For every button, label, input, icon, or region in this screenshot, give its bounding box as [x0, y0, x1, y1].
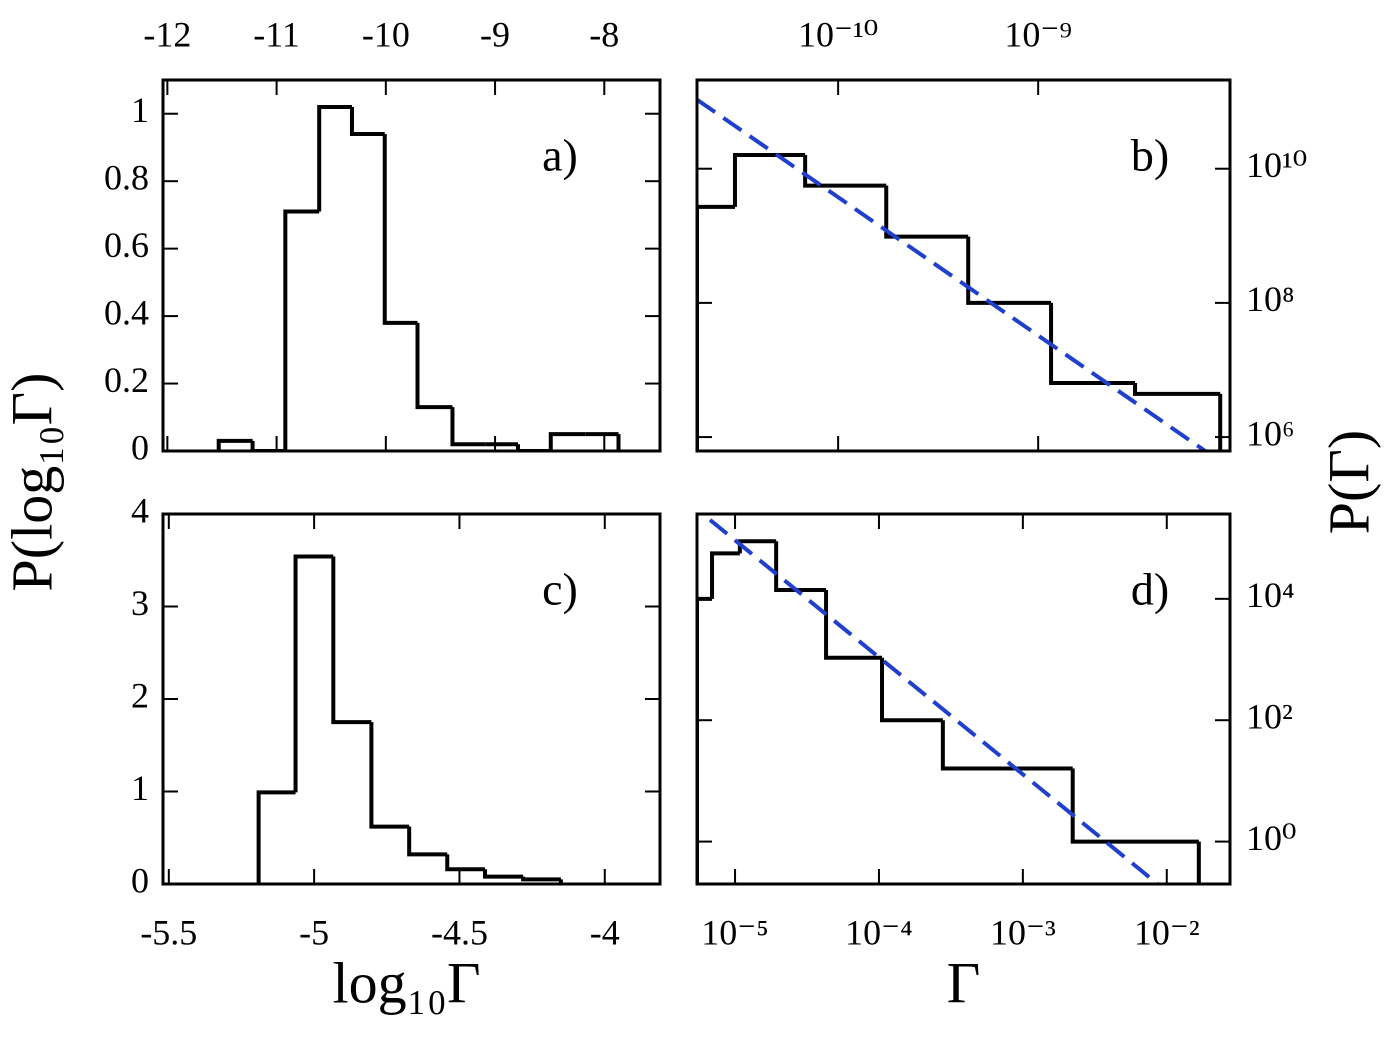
- y-tick-label: 0: [131, 860, 149, 900]
- fit-line: [697, 98, 1207, 451]
- histogram-bin: [1133, 382, 1221, 396]
- y-tick-label: 10¹⁰: [1246, 145, 1307, 185]
- histogram-bin: [445, 854, 486, 872]
- histogram-bin: [884, 185, 969, 239]
- histogram-bin: [697, 596, 713, 884]
- histogram-bin: [732, 153, 806, 207]
- histogram-bin: [516, 444, 551, 451]
- y-tick-label: 0.6: [104, 225, 149, 265]
- histogram-bin: [407, 826, 448, 857]
- x-tick-label: -8: [589, 14, 619, 54]
- histogram-bin: [521, 876, 561, 882]
- plot-frame: [161, 512, 662, 886]
- y-tick-label: 1: [131, 768, 149, 808]
- x-tick-label: 10⁻⁴: [845, 912, 913, 952]
- y-tick-label: 0.4: [104, 292, 149, 332]
- y-tick-label: 10⁴: [1246, 575, 1295, 615]
- histogram-bin: [880, 657, 943, 723]
- panel-label: a): [542, 130, 578, 181]
- x-tick-label: -9: [480, 14, 510, 54]
- y-tick-label: 2: [131, 675, 149, 715]
- y-tick-label: 0.2: [104, 360, 149, 400]
- histogram-bin: [824, 589, 883, 660]
- y-tick-label: 10⁸: [1246, 279, 1295, 319]
- x-tick-label: 10⁻³: [990, 912, 1056, 952]
- histogram-bin: [349, 106, 385, 136]
- histogram: [256, 554, 563, 884]
- y-tick-label: 1: [131, 90, 149, 130]
- histogram-bin: [1049, 302, 1136, 385]
- x-tick-label: -4.5: [431, 912, 488, 952]
- y-axis-label: P(log₁₀Γ): [0, 373, 64, 592]
- histogram-bin: [966, 236, 1052, 305]
- histogram-bin: [450, 407, 486, 447]
- histogram-bin: [548, 432, 586, 451]
- x-axis-label: log₁₀Γ: [332, 950, 480, 1015]
- plot-frame: [161, 78, 662, 453]
- histogram-bin: [331, 556, 372, 725]
- histogram: [697, 98, 1223, 451]
- y-tick-label: 4: [131, 490, 149, 530]
- histogram-bin: [415, 322, 453, 410]
- panel-label: d): [1131, 564, 1169, 615]
- x-tick-label: -11: [253, 14, 300, 54]
- x-tick-label: -10: [362, 14, 410, 54]
- histogram: [697, 518, 1201, 884]
- fit-line: [708, 518, 1159, 884]
- histogram-bin: [283, 209, 320, 451]
- y-tick-label: 3: [131, 583, 149, 623]
- histogram-bin: [940, 720, 1073, 771]
- histogram-bin: [803, 155, 887, 188]
- plot-frame: [695, 78, 1232, 453]
- histogram-bin: [710, 551, 740, 599]
- y-axis-label: P(Γ): [1316, 430, 1381, 534]
- histogram: [216, 104, 621, 451]
- y-tick-label: 10⁶: [1246, 413, 1295, 453]
- histogram-bin: [774, 541, 827, 592]
- plot-frame: [695, 512, 1232, 886]
- histogram-bin: [369, 722, 410, 829]
- y-tick-label: 0.8: [104, 157, 149, 197]
- y-tick-label: 10⁰: [1246, 818, 1296, 858]
- histogram-bin: [737, 539, 777, 554]
- panel-label: c): [542, 564, 578, 615]
- x-axis-label: Γ: [947, 950, 981, 1015]
- histogram-bin: [483, 869, 524, 879]
- histogram-bin: [256, 790, 296, 884]
- histogram-bin: [250, 440, 286, 451]
- x-tick-label: -5: [299, 912, 329, 952]
- histogram-bin: [1070, 768, 1199, 844]
- histogram-bin: [293, 554, 334, 793]
- histogram-bin: [216, 438, 253, 451]
- x-tick-label: 10⁻¹⁰: [798, 14, 878, 54]
- histogram-bin: [382, 133, 418, 325]
- x-tick-label: -12: [143, 14, 191, 54]
- histogram-bin: [317, 104, 352, 212]
- y-tick-label: 0: [131, 427, 149, 467]
- x-tick-label: -5.5: [140, 912, 197, 952]
- y-tick-label: 10²: [1246, 696, 1293, 736]
- x-tick-label: 10⁻⁹: [1004, 14, 1072, 54]
- panel-label: b): [1131, 130, 1169, 181]
- histogram-bin: [697, 204, 735, 451]
- x-tick-label: 10⁻²: [1134, 912, 1200, 952]
- x-tick-label: -4: [590, 912, 620, 952]
- x-tick-label: 10⁻⁵: [701, 912, 769, 952]
